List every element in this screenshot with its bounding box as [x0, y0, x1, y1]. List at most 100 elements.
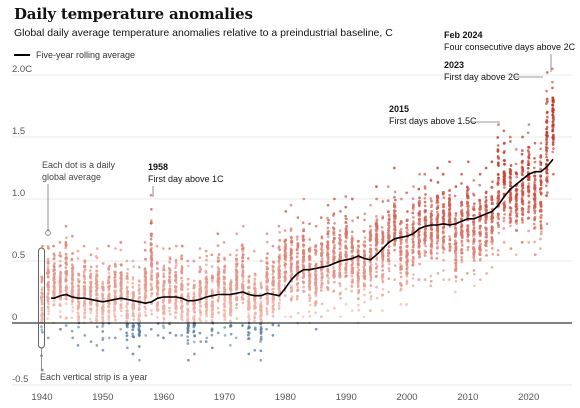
- daily-dot: [180, 279, 184, 283]
- daily-dot: [533, 209, 537, 213]
- daily-dot: [113, 290, 117, 293]
- daily-dot: [551, 140, 555, 144]
- daily-dot: [301, 315, 305, 319]
- daily-dot: [235, 259, 238, 263]
- daily-dot: [180, 303, 184, 307]
- daily-dot: [497, 161, 500, 165]
- daily-dot: [70, 329, 74, 333]
- daily-dot: [339, 238, 342, 242]
- daily-dot: [259, 349, 263, 353]
- daily-dot: [473, 272, 476, 276]
- daily-dot: [345, 224, 349, 228]
- annotation-dot-line-2: global average: [42, 172, 101, 182]
- daily-dot: [357, 288, 361, 292]
- daily-dot: [429, 218, 433, 222]
- daily-dot: [356, 297, 360, 301]
- daily-dot: [162, 264, 166, 268]
- daily-dot: [204, 340, 208, 343]
- daily-dot: [83, 311, 86, 314]
- daily-dot: [454, 185, 458, 188]
- daily-dot: [515, 215, 519, 218]
- daily-dot: [412, 185, 415, 188]
- daily-dot: [89, 294, 93, 298]
- daily-dot: [278, 275, 282, 279]
- daily-dot: [375, 214, 378, 218]
- daily-dot: [168, 312, 172, 316]
- daily-dot: [472, 269, 476, 272]
- daily-dot: [144, 257, 147, 261]
- daily-dot: [259, 358, 263, 362]
- daily-dot: [387, 235, 391, 238]
- daily-dot: [441, 172, 445, 176]
- daily-dot: [430, 203, 434, 207]
- daily-dot: [83, 316, 86, 320]
- daily-dot: [289, 235, 293, 239]
- daily-dot: [393, 243, 397, 247]
- daily-dot: [162, 274, 165, 278]
- daily-dot: [52, 299, 56, 303]
- daily-dot: [386, 254, 390, 258]
- daily-dot: [551, 143, 555, 146]
- daily-dot: [241, 277, 245, 280]
- daily-dot: [138, 311, 141, 315]
- daily-dot: [320, 247, 323, 251]
- daily-dot: [326, 240, 330, 244]
- daily-dot: [533, 198, 537, 201]
- daily-dot: [216, 266, 220, 269]
- daily-dot: [551, 67, 554, 71]
- daily-dot: [509, 181, 513, 184]
- daily-dot: [246, 300, 250, 303]
- daily-dot: [53, 261, 56, 265]
- daily-dot: [204, 263, 208, 267]
- daily-dot: [491, 252, 495, 256]
- daily-dot: [338, 241, 341, 245]
- daily-dot: [259, 337, 263, 341]
- daily-dot: [204, 303, 208, 306]
- daily-dot: [223, 305, 226, 309]
- daily-dot: [193, 318, 196, 322]
- daily-dot: [533, 141, 537, 145]
- daily-dot: [83, 261, 87, 264]
- daily-dot: [114, 279, 117, 282]
- daily-dot: [40, 278, 44, 282]
- daily-dot: [491, 202, 494, 206]
- daily-dot: [174, 258, 178, 262]
- daily-dot: [234, 265, 238, 269]
- daily-dot: [137, 327, 141, 330]
- daily-dot: [436, 272, 440, 275]
- daily-dot: [381, 232, 385, 236]
- annotation-2024-year: Feb 2024: [444, 30, 483, 40]
- daily-dot: [374, 223, 378, 227]
- daily-dot: [143, 275, 147, 279]
- daily-dot: [180, 310, 184, 314]
- daily-dot: [356, 240, 360, 243]
- daily-dot: [430, 199, 433, 203]
- daily-dot: [259, 283, 263, 287]
- annotation-2024-text: Four consecutive days above 2C: [444, 42, 576, 52]
- daily-dot: [205, 280, 208, 284]
- daily-dot: [205, 314, 208, 318]
- daily-dot: [290, 240, 294, 243]
- daily-dot: [442, 209, 446, 213]
- daily-dot: [387, 224, 391, 228]
- daily-dot: [204, 319, 208, 323]
- daily-dot: [350, 309, 354, 312]
- daily-dot: [289, 315, 293, 319]
- daily-dot: [356, 258, 360, 262]
- daily-dot: [436, 204, 440, 207]
- daily-dot: [484, 191, 488, 195]
- daily-dot: [471, 235, 475, 238]
- daily-dot: [496, 183, 500, 187]
- daily-dot: [405, 274, 409, 278]
- daily-dot: [320, 257, 324, 260]
- daily-dot: [64, 302, 68, 306]
- daily-dot: [442, 231, 445, 235]
- daily-dot: [332, 246, 336, 249]
- daily-dot: [296, 216, 300, 219]
- daily-dot: [168, 298, 172, 301]
- daily-dot: [253, 279, 257, 283]
- daily-dot: [442, 269, 445, 272]
- daily-dot: [144, 295, 148, 298]
- daily-dot: [137, 304, 141, 308]
